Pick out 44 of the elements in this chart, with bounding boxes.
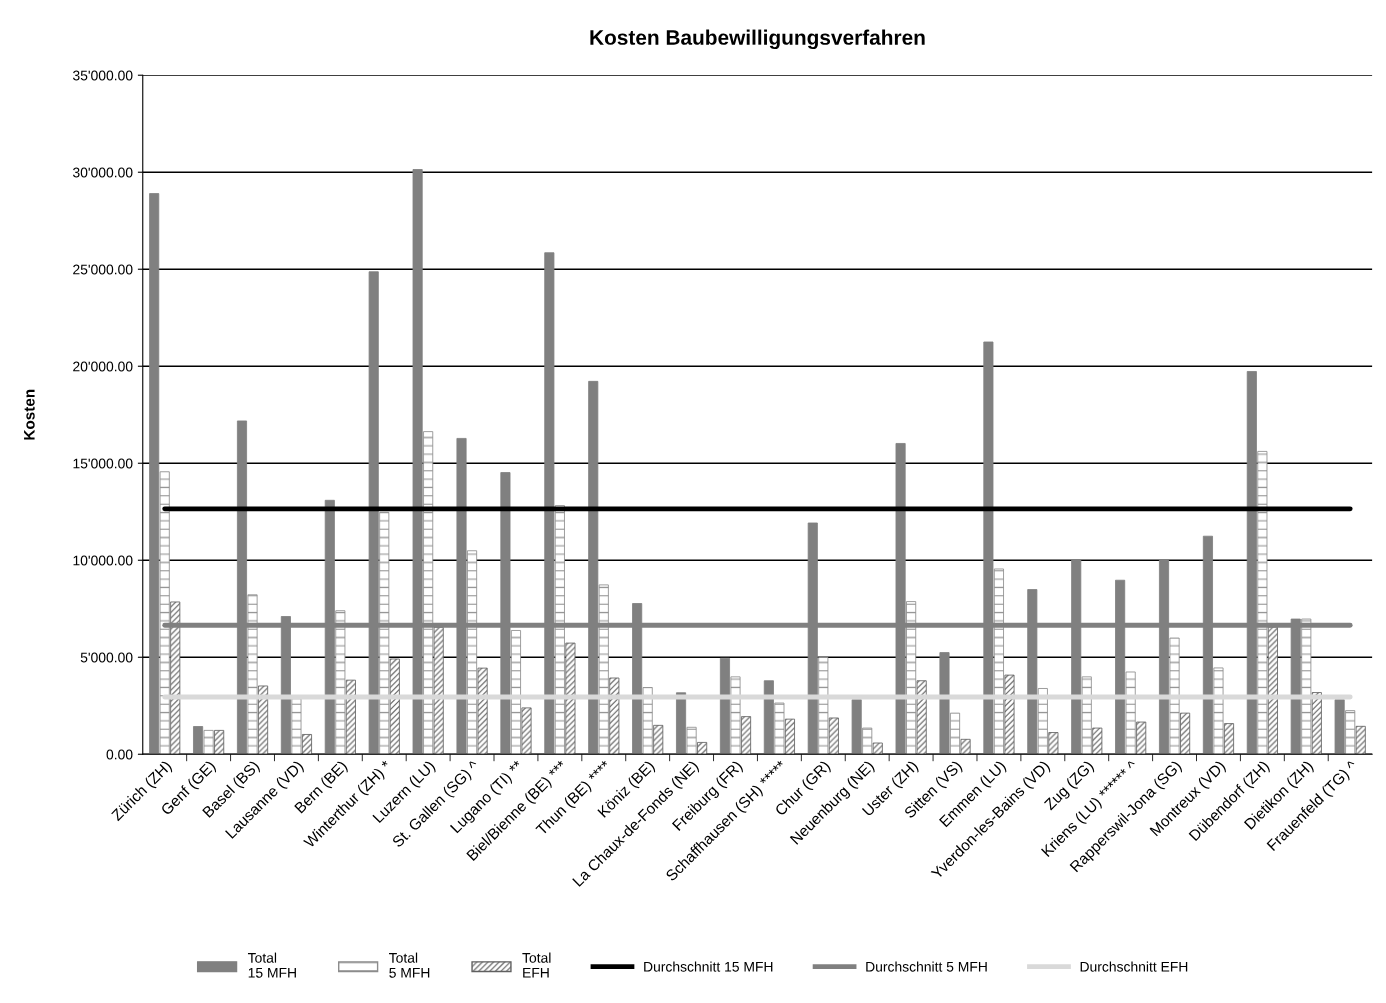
bar — [389, 658, 400, 755]
y-tick-label: 0.00 — [106, 749, 133, 760]
bar — [609, 677, 620, 755]
bar — [477, 667, 488, 755]
bar — [1223, 723, 1235, 755]
bar — [1092, 727, 1103, 755]
bar — [916, 680, 927, 755]
bar — [170, 601, 181, 755]
y-tick-label: 35'000.00 — [72, 70, 133, 81]
bar — [1004, 674, 1015, 755]
y-tick-label: 10'000.00 — [73, 555, 133, 566]
legend-label: Durchschnitt 15 MFH — [644, 961, 773, 972]
bar — [214, 729, 225, 755]
bar — [345, 679, 356, 755]
y-tick-label: 30'000.00 — [72, 167, 133, 178]
y-tick-label: 20'000.00 — [73, 361, 133, 372]
bar — [565, 642, 576, 755]
legend-label: Durchschnitt 5 MFH — [866, 961, 987, 972]
y-axis-title: Kosten — [24, 389, 35, 440]
bar — [697, 742, 708, 755]
y-tick-label: 15'000.00 — [73, 458, 133, 469]
bar — [828, 717, 839, 755]
bar — [1048, 732, 1059, 755]
bar — [301, 734, 312, 755]
y-tick-label: 25'000.00 — [73, 264, 133, 275]
bar — [1180, 712, 1191, 755]
bar — [1355, 725, 1366, 755]
chart-title: Kosten Baubewilligungsverfahren — [590, 29, 925, 50]
bar — [872, 742, 883, 755]
bar — [784, 718, 795, 755]
legend-label: Total 15 MFH — [247, 952, 296, 978]
bar — [960, 738, 971, 755]
bar — [653, 724, 664, 755]
bar — [1136, 721, 1147, 755]
bar — [1267, 626, 1278, 755]
bar — [433, 626, 444, 755]
legend-label: Total EFH — [522, 952, 551, 978]
bar — [1311, 692, 1322, 755]
bar — [258, 685, 269, 755]
bar — [741, 716, 752, 755]
bar — [521, 707, 532, 755]
legend-label: Total 5 MFH — [389, 952, 430, 978]
y-tick-label: 5'000.00 — [80, 652, 133, 663]
legend-label: Durchschnitt EFH — [1080, 961, 1188, 972]
